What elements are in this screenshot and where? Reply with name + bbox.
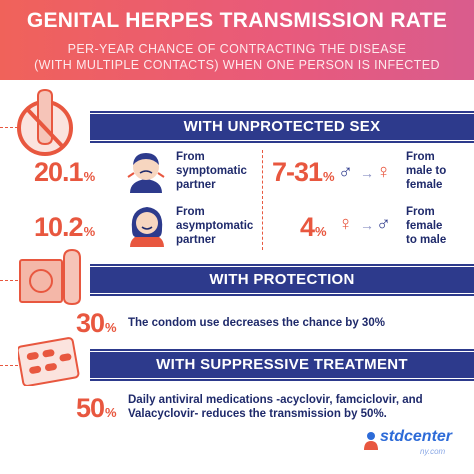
page-subtitle-line2: (WITH MULTIPLE CONTACTS) WHEN ONE PERSON… bbox=[34, 58, 440, 72]
stat-symptomatic: 20.1% bbox=[34, 157, 96, 187]
arrow-icon: → bbox=[360, 217, 374, 233]
section-heading-unprotected: WITH UNPROTECTED SEX bbox=[90, 111, 474, 143]
stat-female-to-male: 4% bbox=[300, 212, 327, 242]
sick-person-icon bbox=[122, 147, 170, 195]
condom-packet-icon bbox=[18, 248, 88, 308]
section-heading-protection: WITH PROTECTION bbox=[90, 264, 474, 296]
healthy-person-icon bbox=[124, 203, 170, 249]
stat-asymptomatic: 10.2% bbox=[34, 212, 96, 242]
desc-asymptomatic: From asymptomatic partner bbox=[176, 206, 254, 246]
logo-domain: ny.com bbox=[420, 447, 446, 456]
arrow-icon: → bbox=[360, 165, 374, 181]
no-condom-icon bbox=[12, 88, 82, 158]
section-divider-line bbox=[0, 127, 18, 128]
logo-icon bbox=[362, 430, 380, 450]
desc-female-to-male: From female to male bbox=[406, 206, 447, 246]
desc-suppressive: Daily antiviral medications -acyclovir, … bbox=[128, 394, 423, 420]
stat-suppressive: 50% bbox=[76, 393, 117, 423]
desc-symptomatic: From symptomatic partner bbox=[176, 151, 247, 191]
female-symbol-icon: ♀ bbox=[338, 213, 353, 235]
stat-male-to-female: 7-31% bbox=[272, 157, 335, 187]
header-banner: GENITAL HERPES TRANSMISSION RATE PER-YEA… bbox=[0, 0, 474, 80]
stat-protection: 30% bbox=[76, 308, 117, 338]
section-divider-line bbox=[0, 365, 18, 366]
page-title: GENITAL HERPES TRANSMISSION RATE bbox=[26, 9, 448, 32]
column-divider bbox=[262, 150, 263, 250]
page-subtitle-line1: PER-YEAR CHANCE OF CONTRACTING THE DISEA… bbox=[67, 42, 407, 56]
desc-male-to-female: From male to female bbox=[406, 151, 447, 191]
desc-protection: The condom use decreases the chance by 3… bbox=[128, 317, 385, 329]
pill-blister-icon bbox=[16, 336, 80, 387]
logo-text: stdcenter bbox=[380, 428, 453, 445]
section-divider-line bbox=[0, 280, 18, 281]
male-symbol-icon: ♂ bbox=[338, 161, 353, 183]
female-symbol-icon: ♀ bbox=[376, 161, 391, 183]
section-heading-suppressive: WITH SUPPRESSIVE TREATMENT bbox=[90, 349, 474, 381]
male-symbol-icon: ♂ bbox=[376, 213, 391, 235]
